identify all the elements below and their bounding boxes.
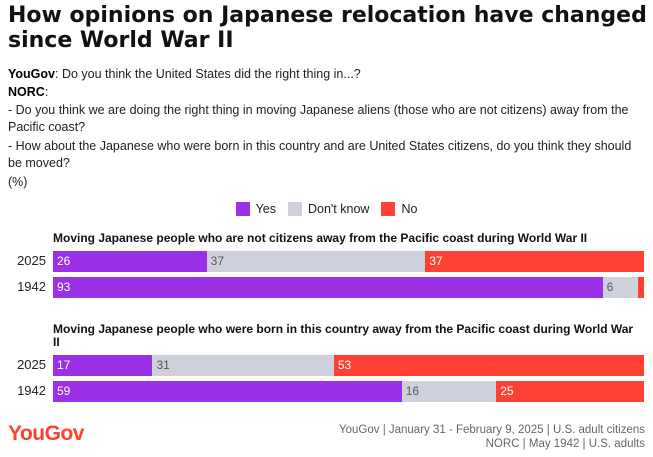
norc-label-line: NORC: (8, 84, 648, 101)
legend-swatch-dont-know (287, 202, 302, 216)
chart-1-data-label-2025-no: 37 (429, 254, 443, 268)
legend: Yes Don't know No (0, 202, 653, 216)
chart-1-title: Moving Japanese people who are not citiz… (53, 231, 588, 245)
yougov-logo: YouGov (8, 422, 84, 445)
chart-1-bar-1942-yes (53, 277, 603, 298)
legend-label-yes: Yes (255, 202, 276, 216)
legend-item-dont-know: Don't know (287, 202, 370, 216)
legend-label-dont-know: Don't know (307, 202, 370, 216)
chart-2-data-label-1942-no: 25 (500, 384, 514, 398)
unit-label: (%) (8, 175, 28, 189)
legend-item-yes: Yes (235, 202, 276, 216)
chart-2-bar-row-1: 59 16 25 (53, 381, 644, 402)
chart-title: How opinions on Japanese relocation have… (8, 3, 647, 53)
chart-1-data-label-1942-dont-know: 6 (606, 280, 614, 294)
chart-1-bar-row-1: 93 6 (53, 277, 644, 298)
chart-1-category-0: 2025 (17, 253, 46, 268)
chart-1-category-1: 1942 (17, 279, 46, 294)
chart-2-category-1: 1942 (17, 383, 46, 398)
chart-2-data-label-2025-yes: 17 (57, 358, 71, 372)
chart-2-bar-1942-no (496, 381, 644, 402)
yougov-label: YouGov (8, 67, 55, 81)
chart-1-bar-row-0: 26 37 37 (53, 251, 644, 272)
chart-1-bar-1942-dont-know (602, 277, 639, 298)
yougov-question: YouGov: Do you think the United States d… (8, 66, 648, 83)
legend-swatch-yes (235, 202, 250, 216)
chart-2-data-label-2025-dont-know: 31 (156, 358, 170, 372)
yougov-question-text: : Do you think the United States did the… (55, 67, 361, 81)
legend-item-no: No (381, 202, 417, 216)
chart-2-bar-1942-yes (53, 381, 402, 402)
chart-2-bar-row-0: 17 31 53 (53, 355, 644, 376)
norc-colon: : (44, 85, 49, 99)
chart-2-data-label-1942-yes: 59 (57, 384, 71, 398)
legend-label-no: No (401, 202, 418, 216)
chart-2-bar-2025-yes (53, 355, 153, 376)
chart-1-bar-2025-no (425, 251, 644, 272)
chart-1-bar-1942-no (638, 277, 644, 298)
norc-question-2: - How about the Japanese who were born i… (8, 139, 632, 170)
chart-2-data-label-1942-dont-know: 16 (405, 384, 420, 398)
norc-label: NORC (8, 85, 45, 99)
chart-1-data-label-2025-yes: 26 (57, 254, 71, 268)
chart-2-title: Moving Japanese people who were born in … (53, 322, 634, 349)
chart-1-bar-2025-dont-know (206, 251, 426, 272)
chart-2-bar-2025-no (333, 355, 644, 376)
norc-question-1: - Do you think we are doing the right th… (8, 103, 629, 134)
chart-2-data-label-2025-no: 53 (337, 358, 352, 372)
source-norc: NORC | May 1942 | U.S. adults (485, 438, 645, 450)
chart-2-bar-1942-dont-know (401, 381, 497, 402)
chart-2-category-0: 2025 (17, 357, 46, 372)
legend-swatch-no (381, 202, 396, 216)
chart-1-data-label-1942-yes: 93 (57, 280, 71, 294)
chart-2-bar-2025-dont-know (152, 355, 334, 376)
chart-1-data-label-2025-dont-know: 37 (210, 254, 225, 268)
source-yougov: YouGov | January 31 - February 9, 2025 |… (339, 424, 645, 436)
chart-1-bar-2025-yes (53, 251, 207, 272)
